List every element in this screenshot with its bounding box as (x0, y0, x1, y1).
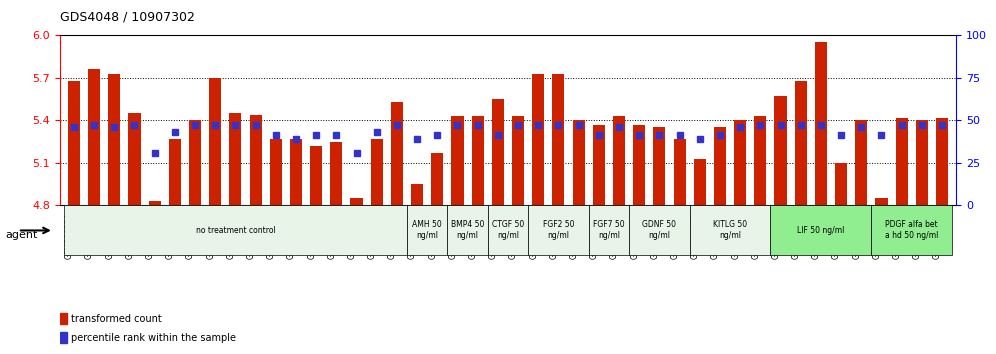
Bar (109, 74, 121, 205)
FancyBboxPatch shape (589, 205, 629, 255)
FancyBboxPatch shape (528, 205, 589, 255)
Bar (734, 120, 746, 205)
Bar (351, 198, 363, 205)
Bar (189, 120, 201, 205)
FancyBboxPatch shape (407, 205, 447, 255)
Bar (795, 81, 807, 205)
Bar (331, 142, 343, 205)
FancyBboxPatch shape (771, 205, 872, 255)
Bar (290, 139, 302, 205)
Bar (492, 99, 504, 205)
Bar (754, 116, 766, 205)
Bar (714, 127, 726, 205)
Bar (653, 127, 665, 205)
Bar (310, 146, 323, 205)
Bar (936, 118, 948, 205)
Bar (512, 116, 524, 205)
Bar (390, 102, 403, 205)
Bar (573, 120, 585, 205)
Bar (673, 139, 685, 205)
Text: FGF2 50
ng/ml: FGF2 50 ng/ml (543, 221, 574, 240)
Text: PDGF alfa bet
a hd 50 ng/ml: PDGF alfa bet a hd 50 ng/ml (885, 221, 938, 240)
Bar (68, 81, 80, 205)
Bar (835, 163, 848, 205)
Bar (633, 125, 645, 205)
Bar (250, 115, 262, 205)
Text: transformed count: transformed count (71, 314, 161, 324)
Bar (431, 153, 443, 205)
Text: AMH 50
ng/ml: AMH 50 ng/ml (412, 221, 442, 240)
Text: FGF7 50
ng/ml: FGF7 50 ng/ml (593, 221, 624, 240)
Bar (168, 139, 181, 205)
Bar (775, 96, 787, 205)
Bar (209, 78, 221, 205)
Bar (895, 118, 907, 205)
Bar (371, 139, 382, 205)
Text: agent: agent (5, 230, 38, 240)
Bar (593, 125, 605, 205)
Text: GDNF 50
ng/ml: GDNF 50 ng/ml (642, 221, 676, 240)
FancyBboxPatch shape (689, 205, 771, 255)
Bar (613, 116, 625, 205)
Text: no treatment control: no treatment control (195, 225, 275, 235)
Text: GDS4048 / 10907302: GDS4048 / 10907302 (60, 11, 194, 24)
Bar (60, 313, 68, 324)
Text: BMP4 50
ng/ml: BMP4 50 ng/ml (451, 221, 484, 240)
Bar (532, 74, 544, 205)
FancyBboxPatch shape (64, 205, 407, 255)
FancyBboxPatch shape (488, 205, 528, 255)
FancyBboxPatch shape (872, 205, 952, 255)
Text: percentile rank within the sample: percentile rank within the sample (71, 333, 236, 343)
Bar (411, 184, 423, 205)
Bar (60, 332, 68, 343)
Bar (270, 139, 282, 205)
Bar (148, 201, 160, 205)
Bar (693, 159, 706, 205)
Text: KITLG 50
ng/ml: KITLG 50 ng/ml (713, 221, 747, 240)
Bar (472, 116, 484, 205)
FancyBboxPatch shape (629, 205, 689, 255)
Bar (88, 69, 101, 205)
Bar (451, 116, 463, 205)
Bar (815, 42, 827, 205)
Bar (128, 113, 140, 205)
FancyBboxPatch shape (447, 205, 488, 255)
Bar (875, 198, 887, 205)
Bar (553, 74, 565, 205)
Bar (856, 120, 868, 205)
Bar (915, 120, 928, 205)
Text: CTGF 50
ng/ml: CTGF 50 ng/ml (492, 221, 524, 240)
Text: LIF 50 ng/ml: LIF 50 ng/ml (797, 225, 845, 235)
Bar (229, 113, 241, 205)
